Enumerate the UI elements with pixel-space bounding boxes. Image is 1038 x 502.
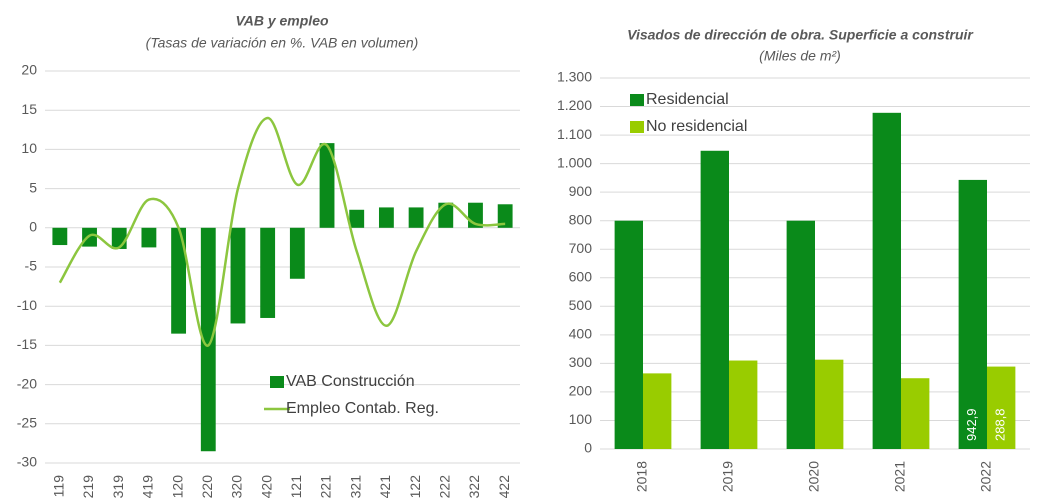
y-tick-label: 1.000 bbox=[557, 154, 592, 170]
legend-label: No residencial bbox=[646, 118, 747, 135]
chart-title: VAB y empleo bbox=[235, 13, 329, 29]
y-tick-label: 20 bbox=[21, 62, 37, 78]
x-tick-label: 120 bbox=[169, 475, 185, 499]
bar bbox=[260, 227, 276, 318]
bar bbox=[786, 220, 815, 449]
y-tick-label: 500 bbox=[569, 297, 593, 313]
x-tick-label: 2019 bbox=[720, 461, 736, 492]
bar bbox=[200, 227, 216, 452]
x-tick-label: 2021 bbox=[892, 461, 908, 492]
y-tick-label: 10 bbox=[21, 140, 37, 156]
y-tick-label: -25 bbox=[17, 415, 37, 431]
x-tick-label: 2018 bbox=[634, 461, 650, 492]
legend-swatch bbox=[630, 121, 644, 133]
bar bbox=[815, 359, 844, 449]
bar bbox=[643, 373, 672, 449]
y-tick-label: 400 bbox=[569, 326, 593, 342]
chart-subtitle: (Tasas de variación en %. VAB en volumen… bbox=[146, 35, 419, 51]
y-tick-label: 5 bbox=[29, 179, 37, 195]
x-tick-label: 321 bbox=[347, 475, 363, 499]
y-tick-label: -10 bbox=[17, 297, 37, 313]
bar bbox=[289, 227, 305, 279]
y-tick-label: 200 bbox=[569, 383, 593, 399]
x-tick-label: 222 bbox=[436, 475, 452, 499]
y-tick-label: 100 bbox=[569, 411, 593, 427]
bar bbox=[729, 360, 758, 449]
bar bbox=[171, 227, 187, 334]
legend-label: Empleo Contab. Reg. bbox=[286, 400, 439, 417]
y-tick-label: 300 bbox=[569, 354, 593, 370]
y-tick-label: 1.200 bbox=[557, 97, 592, 113]
bar bbox=[438, 202, 454, 228]
x-tick-label: 219 bbox=[80, 475, 96, 499]
value-label: 942,9 bbox=[964, 408, 979, 441]
x-tick-label: 420 bbox=[258, 475, 274, 499]
y-tick-label: 1.100 bbox=[557, 126, 592, 142]
bar bbox=[111, 227, 127, 249]
x-tick-label: 320 bbox=[229, 475, 245, 499]
chart-subtitle: (Miles de m²) bbox=[759, 48, 841, 64]
legend-label: VAB Construcción bbox=[286, 373, 415, 390]
bar bbox=[614, 220, 643, 449]
bar bbox=[349, 209, 365, 228]
x-tick-label: 220 bbox=[199, 475, 215, 499]
bar bbox=[230, 227, 246, 324]
y-tick-label: 0 bbox=[29, 219, 37, 235]
line bbox=[58, 116, 506, 347]
x-tick-label: 421 bbox=[377, 475, 393, 499]
bar bbox=[958, 179, 987, 450]
legend-label: Residencial bbox=[646, 91, 729, 108]
x-tick-label: 419 bbox=[140, 475, 156, 499]
x-tick-label: 2020 bbox=[806, 461, 822, 492]
bar bbox=[82, 227, 97, 247]
y-tick-label: 800 bbox=[569, 211, 593, 227]
y-tick-label: -15 bbox=[17, 336, 37, 352]
value-label: 288,8 bbox=[993, 408, 1008, 441]
y-tick-label: 700 bbox=[569, 240, 593, 256]
x-tick-label: 422 bbox=[496, 475, 512, 499]
x-tick-label: 119 bbox=[51, 475, 67, 498]
y-tick-label: -20 bbox=[17, 375, 37, 391]
y-tick-label: 600 bbox=[569, 268, 593, 284]
y-tick-label: 0 bbox=[584, 440, 592, 456]
y-tick-label: -5 bbox=[25, 258, 38, 274]
bar bbox=[408, 207, 424, 228]
x-tick-label: 221 bbox=[318, 475, 334, 499]
y-tick-label: 15 bbox=[21, 101, 37, 117]
x-tick-label: 121 bbox=[288, 475, 304, 499]
bar bbox=[141, 227, 157, 248]
bar bbox=[319, 143, 335, 228]
bar bbox=[700, 150, 729, 449]
legend-swatch bbox=[630, 94, 644, 106]
legend-swatch bbox=[270, 376, 284, 388]
y-tick-label: -30 bbox=[17, 454, 37, 470]
bar bbox=[497, 204, 513, 228]
bar bbox=[378, 207, 394, 228]
x-tick-label: 322 bbox=[466, 475, 482, 499]
x-tick-label: 122 bbox=[407, 475, 423, 499]
y-tick-label: 900 bbox=[569, 183, 593, 199]
bar bbox=[901, 378, 930, 449]
chart-title: Visados de dirección de obra. Superficie… bbox=[627, 27, 974, 43]
bar bbox=[52, 227, 68, 246]
bar bbox=[987, 366, 1016, 449]
y-tick-label: 1.300 bbox=[557, 69, 592, 85]
x-tick-label: 319 bbox=[110, 475, 126, 499]
x-tick-label: 2022 bbox=[978, 461, 994, 492]
bar bbox=[872, 112, 901, 449]
